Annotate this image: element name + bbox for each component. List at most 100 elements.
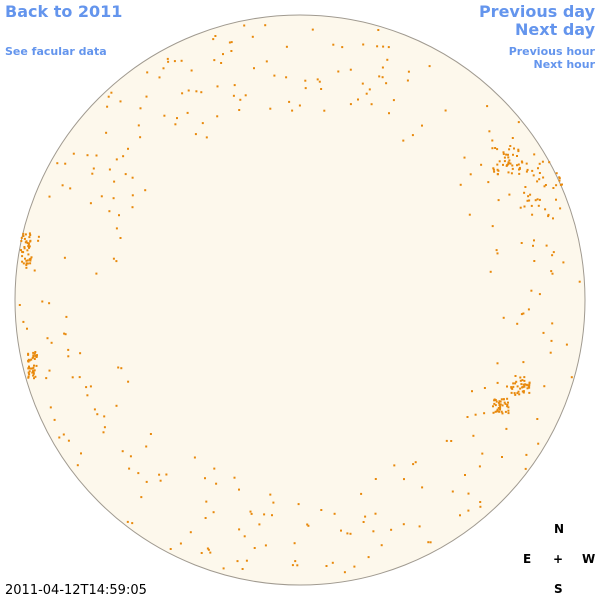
facula — [112, 197, 115, 200]
facula — [527, 308, 530, 311]
facula — [543, 385, 546, 388]
facula — [34, 375, 37, 378]
facula — [31, 371, 34, 374]
previous-day-link[interactable]: Previous day — [478, 2, 595, 21]
facula — [108, 168, 111, 171]
facula — [519, 376, 522, 379]
facula — [493, 402, 496, 405]
facula — [538, 162, 541, 165]
facula — [450, 440, 453, 442]
facula — [421, 486, 424, 489]
facula — [20, 236, 23, 239]
facula — [558, 177, 561, 180]
facula — [516, 385, 519, 388]
facula — [502, 398, 505, 401]
facula — [520, 313, 523, 316]
facula — [285, 45, 288, 48]
next-hour-link[interactable]: Next hour — [533, 58, 596, 71]
facula — [451, 490, 454, 493]
facula — [507, 406, 510, 409]
facula — [340, 529, 342, 532]
faculae — [18, 24, 581, 574]
facula — [253, 547, 256, 549]
facula — [285, 76, 288, 79]
facula — [357, 98, 359, 101]
facula — [522, 390, 525, 393]
facula — [362, 43, 365, 46]
back-link[interactable]: Back to 2011 — [5, 2, 123, 21]
facula — [521, 161, 524, 164]
facula — [24, 257, 26, 260]
facula — [95, 154, 98, 157]
facula — [76, 464, 79, 467]
facula — [131, 206, 134, 209]
facula — [331, 561, 334, 564]
facula — [22, 320, 25, 323]
facula — [236, 560, 239, 563]
next-day-link[interactable]: Next day — [515, 20, 595, 39]
facula — [514, 382, 517, 385]
facula — [518, 172, 521, 175]
facula — [269, 493, 272, 496]
facula — [181, 92, 184, 95]
facula — [518, 168, 520, 171]
facula — [549, 351, 552, 354]
facula — [507, 153, 509, 156]
facula — [291, 564, 294, 567]
facula — [27, 352, 30, 355]
facula — [550, 270, 553, 273]
compass-south: S — [554, 582, 563, 596]
facula — [536, 418, 539, 420]
previous-hour-link[interactable]: Previous hour — [508, 45, 595, 58]
facula — [23, 237, 26, 240]
facula — [32, 370, 34, 373]
facula — [61, 184, 64, 187]
facula — [525, 162, 528, 165]
facula — [494, 404, 497, 407]
facula — [512, 153, 514, 156]
facula — [320, 88, 323, 90]
facula — [468, 213, 471, 216]
facula — [32, 371, 35, 374]
facula — [520, 383, 523, 386]
facula — [519, 379, 522, 382]
facula — [385, 82, 388, 85]
facula — [496, 148, 499, 151]
facular-link[interactable]: See facular data — [5, 45, 107, 58]
facula — [272, 501, 275, 504]
facula — [528, 199, 531, 202]
facula — [239, 98, 242, 101]
facula — [186, 111, 189, 114]
facula — [115, 404, 118, 407]
facula — [507, 401, 509, 404]
facula — [115, 260, 118, 263]
facula — [33, 369, 36, 372]
facula — [428, 65, 431, 68]
facula — [537, 204, 540, 207]
facula — [562, 261, 565, 264]
facula — [107, 95, 110, 98]
facula — [368, 88, 371, 91]
facula — [222, 567, 225, 570]
facula — [249, 510, 252, 513]
facula — [512, 382, 515, 385]
facula — [526, 168, 529, 171]
facula — [402, 523, 405, 526]
facula — [380, 544, 383, 547]
facula — [505, 153, 508, 156]
facula — [516, 164, 518, 167]
facula — [502, 151, 505, 154]
facula — [271, 514, 273, 517]
facula — [493, 399, 496, 402]
facula — [362, 521, 365, 523]
facula — [374, 512, 377, 515]
facula — [67, 348, 70, 351]
facula — [521, 386, 524, 389]
facula — [533, 153, 536, 156]
facula — [316, 78, 319, 81]
facula — [28, 236, 31, 239]
facula — [517, 150, 520, 153]
facula — [25, 262, 28, 265]
facula — [24, 233, 27, 236]
facula — [536, 198, 539, 201]
